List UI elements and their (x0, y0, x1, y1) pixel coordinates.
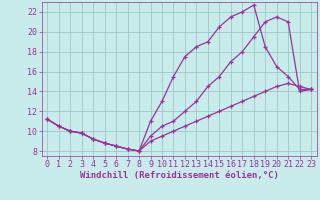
X-axis label: Windchill (Refroidissement éolien,°C): Windchill (Refroidissement éolien,°C) (80, 171, 279, 180)
